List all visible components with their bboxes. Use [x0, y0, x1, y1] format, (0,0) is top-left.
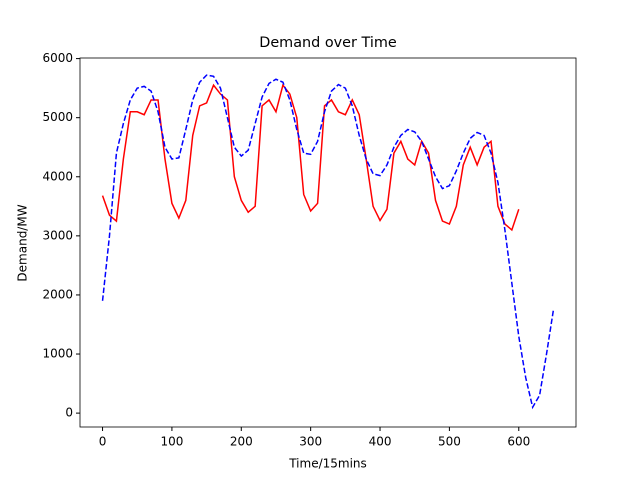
x-tick-label: 100: [160, 435, 183, 449]
plot-frame: [79, 57, 577, 428]
y-tick-label: 0: [65, 406, 73, 420]
line-series: [101, 83, 520, 232]
y-tick-label: 2000: [42, 287, 73, 301]
x-tick-label: 500: [438, 435, 461, 449]
y-tick-label: 1000: [42, 347, 73, 361]
y-tick-label: 4000: [42, 169, 73, 183]
y-tick-label: 5000: [42, 110, 73, 124]
x-tick-label: 400: [369, 435, 392, 449]
x-axis-label: Time/15mins: [288, 457, 367, 471]
x-tick-label: 0: [99, 435, 107, 449]
x-tick-label: 300: [299, 435, 322, 449]
y-tick-label: 6000: [42, 51, 73, 65]
y-axis-label: Demand/MW: [16, 204, 30, 281]
x-tick-label: 600: [507, 435, 530, 449]
line-series: [101, 74, 555, 410]
chart-title: Demand over Time: [259, 35, 397, 51]
x-tick-label: 200: [230, 435, 253, 449]
y-tick-label: 3000: [42, 228, 73, 242]
